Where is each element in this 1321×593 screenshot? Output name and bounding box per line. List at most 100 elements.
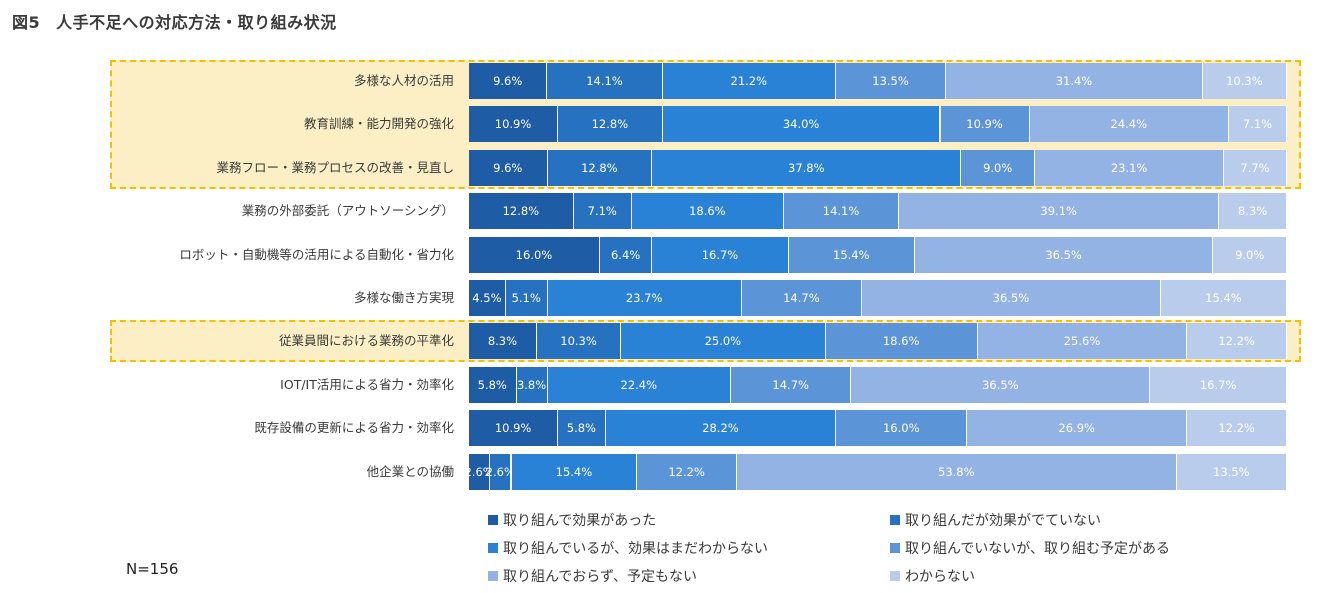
bar-segment: 9.6% — [469, 149, 548, 186]
category-label: 従業員間における業務の平準化 — [278, 333, 454, 349]
legend-label: わからない — [905, 569, 975, 585]
data-label: 14.1% — [822, 204, 860, 219]
bar-segment: 5.8% — [558, 410, 606, 447]
bar-segment: 6.4% — [599, 236, 653, 273]
data-label: 37.8% — [788, 160, 825, 175]
category-label: 教育訓練・能力開発の強化 — [303, 116, 454, 132]
data-label: 31.4% — [1055, 74, 1093, 88]
bar-segment: 23.1% — [1035, 149, 1225, 186]
bar-segment: 9.0% — [1213, 236, 1287, 273]
bar-segment: 36.5% — [862, 280, 1161, 316]
data-label: 23.1% — [1110, 160, 1148, 175]
bar-segment: 23.7% — [547, 280, 742, 316]
data-label: 25.0% — [704, 334, 742, 349]
category-label: 既存設備の更新による省力・効率化 — [254, 420, 454, 436]
data-label: 14.1% — [586, 74, 623, 88]
data-label: 22.4% — [620, 377, 658, 392]
data-label: 7.1% — [587, 204, 617, 219]
legend-item: 取り組んでいるが、効果はまだわからない — [488, 538, 768, 558]
bar-segment: 12.8% — [558, 106, 663, 143]
data-label: 16.7% — [701, 247, 739, 262]
bar-segment: 36.5% — [851, 366, 1151, 403]
bar-segment: 15.4% — [511, 453, 638, 490]
data-label: 12.8% — [502, 204, 540, 219]
bar-segment: 3.8% — [516, 366, 548, 403]
data-label: 9.6% — [493, 74, 523, 88]
bar-segment: 26.9% — [967, 410, 1188, 447]
bar-segment: 12.8% — [547, 149, 653, 186]
data-label: 28.2% — [702, 421, 739, 436]
data-label: 36.5% — [1045, 247, 1082, 262]
category-label: 多様な働き方実現 — [353, 290, 454, 305]
data-label: 25.6% — [1063, 334, 1101, 349]
data-label: 3.8% — [516, 377, 547, 392]
category-label: 多様な人材の活用 — [353, 73, 454, 88]
data-label: 9.0% — [1235, 247, 1265, 262]
bar-segment: 9.6% — [469, 63, 548, 99]
data-label: 53.8% — [938, 464, 975, 479]
sample-size: N=156 — [126, 560, 179, 578]
data-label: 14.7% — [783, 291, 820, 305]
category-label: 他企業との協働 — [366, 463, 454, 479]
category-label: 業務の外部委託（アウトソーシング） — [241, 203, 454, 219]
bar-segment: 16.7% — [652, 236, 789, 273]
data-label: 34.0% — [782, 117, 820, 132]
bar-segment: 24.4% — [1029, 106, 1229, 143]
bar-segment: 15.4% — [1160, 280, 1287, 316]
data-label: 5.8% — [477, 377, 507, 392]
data-label: 12.2% — [668, 464, 705, 479]
data-label: 13.5% — [1213, 464, 1250, 479]
bar-segment: 10.9% — [940, 106, 1030, 143]
legend-item: 取り組んでおらず、予定もない — [488, 566, 697, 586]
data-label: 39.1% — [1040, 204, 1077, 219]
bar-segment: 14.1% — [547, 63, 663, 99]
bar-segment: 37.8% — [652, 149, 962, 186]
bar-segment: 10.3% — [536, 323, 622, 360]
bar-segment: 21.2% — [662, 63, 836, 99]
legend-item: 取り組んでいないが、取り組む予定がある — [890, 538, 1170, 558]
bar-segment: 13.5% — [835, 63, 947, 99]
data-label: 18.6% — [882, 334, 920, 349]
bar-segment: 10.9% — [469, 106, 559, 143]
legend-label: 取り組んでおらず、予定もない — [503, 569, 698, 585]
bar-segment: 16.0% — [469, 236, 600, 273]
legend-swatch — [890, 571, 900, 581]
bar-segment: 2.6% — [486, 453, 515, 490]
bar-segment: 28.2% — [605, 410, 837, 447]
bar-segment: 10.3% — [1202, 63, 1287, 99]
data-label: 10.9% — [966, 117, 1003, 132]
figure-title: 図5 人手不足への対応方法・取り組み状況 — [12, 9, 337, 33]
data-label: 13.5% — [872, 74, 909, 88]
bar-segment: 12.8% — [469, 193, 574, 230]
data-label: 5.8% — [566, 421, 596, 436]
legend-item: 取り組んだが効果がでていない — [890, 510, 1101, 530]
data-label: 2.6% — [464, 464, 494, 479]
legend-label: 取り組んで効果があった — [503, 513, 657, 529]
bar-segment: 12.2% — [637, 453, 737, 490]
legend-swatch — [890, 515, 900, 525]
data-label: 9.6% — [493, 160, 523, 175]
bar-segment: 16.7% — [1150, 366, 1287, 403]
bar-segment: 15.4% — [788, 236, 915, 273]
bar-segment: 7.1% — [1229, 106, 1287, 143]
data-label: 5.1% — [511, 291, 541, 305]
bar-segment: 25.6% — [977, 323, 1188, 360]
bar-segment: 36.5% — [914, 236, 1214, 273]
data-label: 2.6% — [485, 464, 515, 479]
data-label: 36.5% — [992, 291, 1030, 305]
bar-segment: 18.6% — [825, 323, 978, 360]
data-label: 10.9% — [494, 117, 532, 132]
bar-segment: 5.8% — [469, 366, 517, 403]
data-label: 16.0% — [882, 421, 920, 436]
data-label: 16.7% — [1199, 377, 1237, 392]
legend-label: 取り組んだが効果がでていない — [905, 513, 1101, 529]
figure-title-text: 人手不足への対応方法・取り組み状況 — [56, 13, 337, 32]
data-label: 12.8% — [581, 160, 618, 175]
bar-segment: 14.7% — [741, 280, 863, 316]
data-label: 10.3% — [1226, 74, 1263, 88]
legend-swatch — [890, 543, 900, 553]
data-label: 12.8% — [591, 117, 629, 132]
legend-item: 取り組んで効果があった — [488, 510, 656, 530]
data-label: 23.7% — [625, 291, 663, 305]
data-label: 18.6% — [689, 204, 726, 219]
